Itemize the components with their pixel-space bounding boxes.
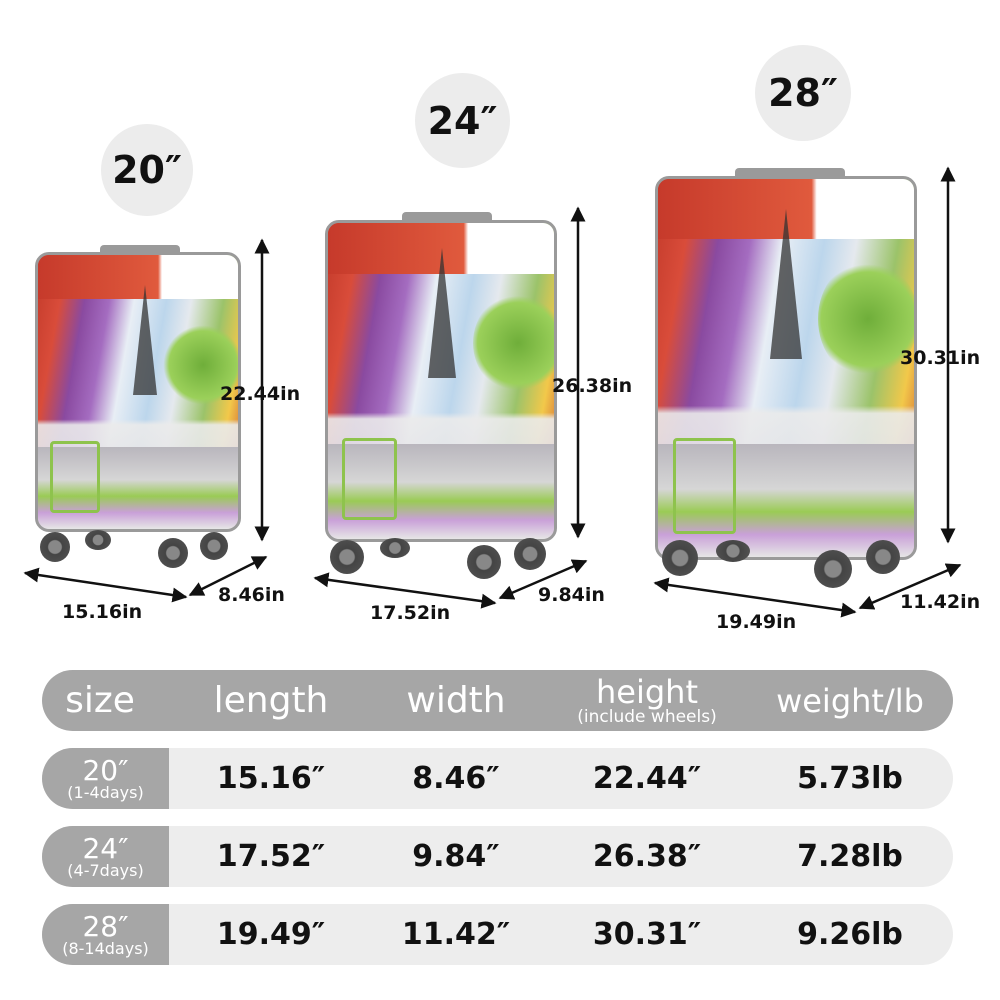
length-arrow-20 [23, 567, 188, 603]
row-width: 8.46″ [412, 761, 500, 796]
header-height-note: (include wheels) [577, 707, 717, 727]
row-length: 15.16″ [216, 761, 326, 796]
header-height: height (include wheels) [577, 670, 716, 731]
length-label-24: 17.52in [370, 602, 451, 624]
suitcase-24-image [325, 220, 557, 542]
row-weight: 5.73lb [797, 761, 903, 796]
height-label-20: 22.44in [220, 383, 301, 405]
suitcase-handle [100, 245, 180, 253]
size-badge-20: 20″ [101, 124, 193, 216]
height-label-24: 26.38in [552, 375, 633, 397]
dimension-arrows [23, 166, 962, 618]
suitcase-handle [735, 168, 845, 176]
row-size: 20″ [82, 753, 129, 787]
header-size: size [65, 680, 135, 721]
row-length: 19.49″ [216, 917, 326, 952]
row-size-cell: 28″ (8-14days) [42, 904, 169, 965]
length-arrow-24 [313, 572, 497, 609]
header-width: width [406, 680, 506, 721]
table-row: 24″ (4-7days) 17.52″ 9.84″ 26.38″ 7.28lb [42, 826, 953, 887]
row-width: 9.84″ [412, 839, 500, 874]
row-height: 22.44″ [592, 761, 702, 796]
depth-label-20: 8.46in [218, 584, 285, 606]
header-height-label: height [596, 673, 698, 711]
row-size-cell: 24″ (4-7days) [42, 826, 169, 887]
length-arrow-28 [653, 577, 857, 618]
size-badge-24: 24″ [415, 73, 510, 168]
wheel [200, 532, 228, 560]
row-width: 11.42″ [401, 917, 511, 952]
depth-label-28: 11.42in [900, 591, 981, 613]
wheel [85, 530, 111, 550]
length-label-20: 15.16in [62, 601, 143, 623]
size-badge-28: 28″ [755, 45, 851, 141]
table-row: 28″ (8-14days) 19.49″ 11.42″ 30.31″ 9.26… [42, 904, 953, 965]
row-weight: 7.28lb [797, 839, 903, 874]
depth-arrow-20 [188, 555, 268, 597]
wheel [330, 540, 364, 574]
row-size: 24″ [82, 831, 129, 865]
row-days: (8-14days) [62, 938, 149, 958]
wheel [40, 532, 70, 562]
row-days: (1-4days) [67, 782, 144, 802]
depth-arrow-28 [858, 563, 962, 610]
row-length: 17.52″ [216, 839, 326, 874]
depth-arrow-24 [498, 559, 588, 600]
row-height: 26.38″ [592, 839, 702, 874]
suitcase-handle [402, 212, 492, 220]
suitcase-28-image [655, 176, 917, 560]
wheel [716, 540, 750, 562]
wheel [380, 538, 410, 558]
length-label-28: 19.49in [716, 611, 797, 633]
suitcase-20-image [35, 252, 241, 532]
height-label-28: 30.31in [900, 347, 981, 369]
row-days: (4-7days) [67, 860, 144, 880]
row-weight: 9.26lb [797, 917, 903, 952]
header-weight: weight/lb [776, 681, 924, 720]
depth-label-24: 9.84in [538, 584, 605, 606]
wheel [158, 538, 188, 568]
table-row: 20″ (1-4days) 15.16″ 8.46″ 22.44″ 5.73lb [42, 748, 953, 809]
row-size: 28″ [82, 909, 129, 943]
row-size-cell: 20″ (1-4days) [42, 748, 169, 809]
wheel [662, 540, 698, 576]
header-length: length [213, 680, 329, 721]
table-header: size length width height (include wheels… [42, 670, 953, 731]
row-height: 30.31″ [592, 917, 702, 952]
